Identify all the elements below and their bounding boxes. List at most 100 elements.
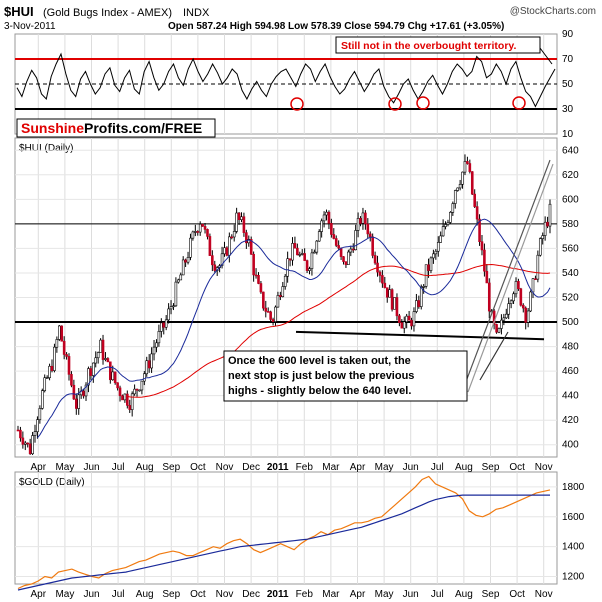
support-line (295, 330, 545, 341)
candle-body (410, 319, 413, 327)
rsi-y-tick: 30 (562, 104, 574, 115)
candle-body (220, 253, 224, 266)
price-x-tick: Jun (83, 462, 99, 473)
candle-body (456, 187, 459, 191)
candle-body (189, 237, 192, 258)
price-y-axis: 400 420 440 460 480 500 520 540 560 580 600 620 640 (562, 145, 579, 450)
candle-body (509, 300, 513, 304)
candle-body (181, 259, 185, 276)
candle-body (45, 377, 49, 380)
price-y-tick: 420 (562, 415, 579, 426)
price-y-tick: 440 (562, 391, 579, 402)
price-x-tick: Dec (242, 462, 260, 473)
candle-body (237, 212, 241, 220)
candle-body (458, 183, 462, 189)
candle-body (254, 274, 258, 277)
candle-body (478, 218, 481, 242)
candle-body (31, 435, 34, 455)
candle-body (38, 408, 42, 420)
price-x-tick: Jul (431, 462, 444, 473)
price-x-tick: Aug (136, 462, 154, 473)
candle-body (271, 319, 275, 322)
candle-body (291, 243, 294, 261)
candle-body (118, 387, 122, 397)
candle-body (526, 310, 530, 323)
candle-body (303, 253, 306, 261)
candle-body (385, 287, 389, 298)
candle-body (33, 431, 37, 436)
candle-body (274, 306, 277, 322)
candle-body (160, 322, 163, 332)
header-name: (Gold Bugs Index - AMEX) (43, 7, 172, 19)
candle-body (104, 358, 107, 360)
candle-body (320, 220, 323, 232)
candle-body (57, 325, 61, 340)
candle-body (444, 224, 447, 227)
candle-body (106, 358, 110, 363)
candle-body (201, 223, 204, 227)
candle-body (230, 236, 234, 239)
candle-body (53, 346, 56, 371)
candle-body (283, 275, 287, 287)
candle-body (480, 241, 484, 251)
price-x-axis: Apr May Jun Jul Aug Sep Oct Nov Dec 2011 Feb Mar Apr… (31, 462, 553, 473)
candle-body (390, 289, 394, 310)
gold-panel-frame (14, 471, 558, 585)
price-y-tick: 540 (562, 268, 579, 279)
rsi-circle-marker (512, 96, 526, 110)
candle-body (366, 223, 370, 235)
candle-body (276, 295, 280, 308)
candle-body (512, 293, 515, 302)
candle-body (351, 248, 355, 251)
rsi-annotation-box (335, 36, 541, 54)
candle-body (65, 354, 68, 357)
price-x-tick: Oct (190, 462, 206, 473)
candle-body (143, 373, 146, 382)
price-y-tick: 520 (562, 293, 579, 304)
candle-body (349, 248, 353, 253)
candle-body (381, 275, 384, 284)
rsi-y-tick: 10 (562, 129, 574, 140)
candle-body (436, 242, 440, 252)
candle-body (402, 321, 406, 329)
candle-body (208, 236, 212, 256)
candle-body (128, 405, 132, 410)
candle-body (332, 234, 336, 239)
candle-body (206, 229, 209, 237)
candle-body (405, 315, 408, 323)
candle-body (92, 362, 95, 376)
candle-body (126, 393, 129, 406)
candle-body (383, 282, 387, 288)
price-candles (16, 154, 552, 456)
header-watermark: @StockCharts.com (510, 6, 596, 17)
candle-body (342, 256, 345, 262)
candle-body (145, 360, 149, 375)
candle-body (75, 398, 78, 409)
rsi-y-tick: 70 (562, 54, 574, 65)
candle-body (130, 393, 134, 410)
price-annotation-line: highs - slightly below the 640 level. (228, 385, 411, 397)
gold-x-tick: Jul (112, 589, 125, 600)
candle-body (461, 171, 464, 185)
candle-body (393, 297, 396, 310)
candle-body (228, 236, 231, 256)
price-x-tick: Feb (296, 462, 314, 473)
candle-body (466, 161, 469, 164)
price-y-tick: 580 (562, 219, 579, 230)
candle-body (451, 203, 455, 213)
candle-body (269, 311, 272, 320)
price-y-tick: 560 (562, 243, 579, 254)
candle-body (96, 352, 100, 359)
gold-y-tick: 1600 (562, 512, 585, 523)
candle-body (19, 429, 22, 439)
candle-body (422, 286, 425, 288)
candle-body (101, 339, 105, 360)
candle-body (356, 218, 360, 231)
price-annotation: Once the 600 level is taken out, the next… (228, 355, 414, 397)
candle-body (305, 260, 309, 271)
rsi-circle-marker (388, 97, 402, 111)
price-y-tick: 600 (562, 194, 579, 205)
sunshine-profits-logo: SunshineProfits.com/FREE (21, 120, 202, 136)
candle-body (483, 249, 486, 272)
candle-body (257, 275, 260, 284)
